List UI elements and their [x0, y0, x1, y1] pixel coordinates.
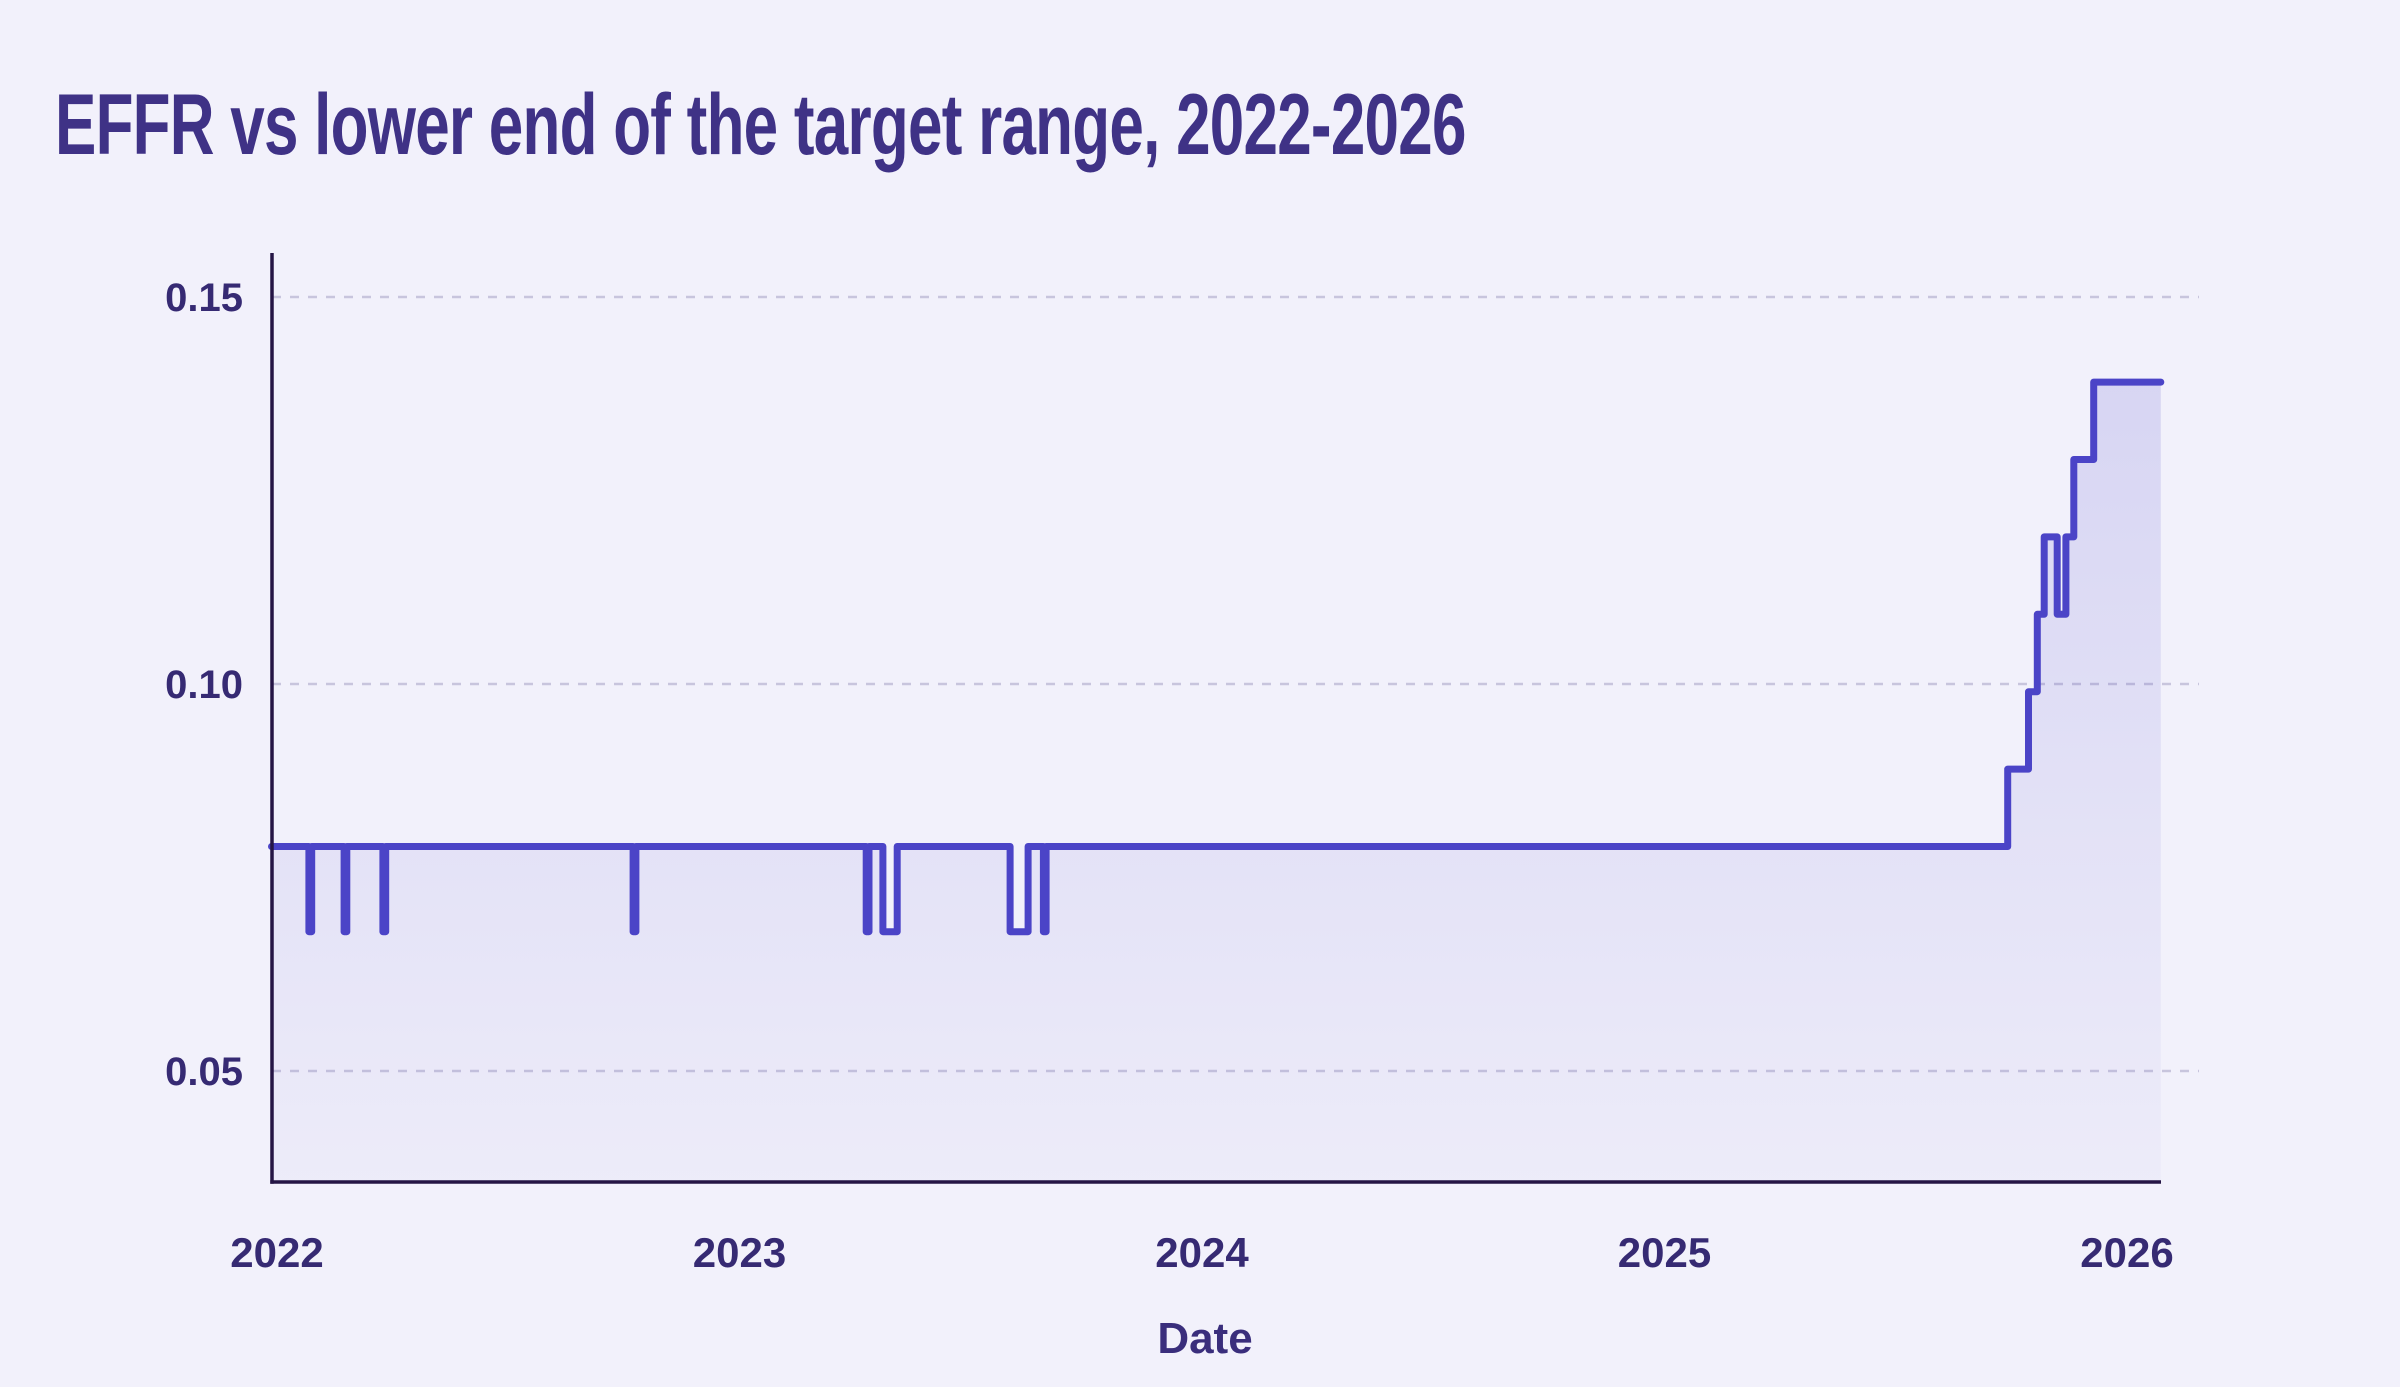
x-tick-label: 2023	[693, 1229, 786, 1276]
x-tick-label: 2025	[1618, 1229, 1711, 1276]
x-tick-label: 2026	[2080, 1229, 2173, 1276]
x-axis-title: Date	[1157, 1314, 1252, 1363]
x-tick-label: 2022	[230, 1229, 323, 1276]
x-tick-label: 2024	[1155, 1229, 1249, 1276]
y-tick-label: 0.15	[165, 276, 243, 320]
chart-title: EFFR vs lower end of the target range, 2…	[55, 77, 1466, 173]
x-tick-labels: 2022 2023 2024 2025 2026	[230, 1229, 2173, 1276]
y-tick-label: 0.05	[165, 1050, 243, 1094]
series-line	[268, 378, 2165, 936]
y-tick-label: 0.10	[165, 663, 243, 707]
y-tick-labels: 0.15 0.10 0.05	[165, 276, 243, 1094]
area-fill	[271, 382, 2161, 1182]
